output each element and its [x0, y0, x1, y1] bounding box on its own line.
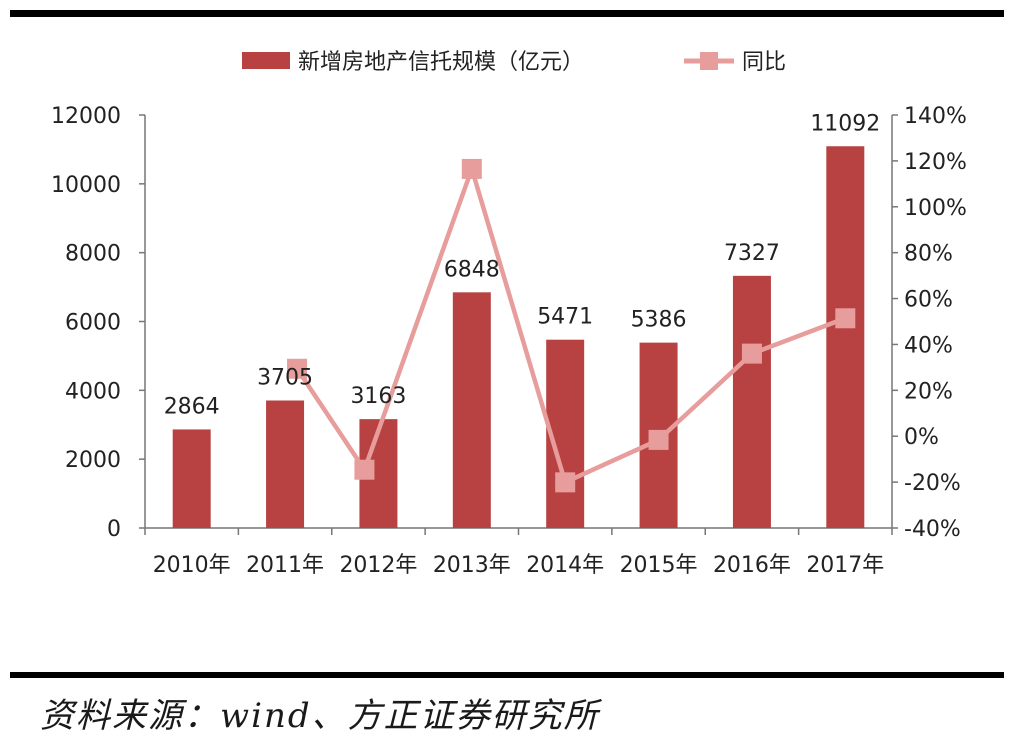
right-axis-tick-label: 100% — [904, 196, 967, 221]
bar-data-label: 5386 — [631, 308, 687, 333]
right-axis-tick-label: 80% — [904, 242, 953, 267]
left-axis-tick-label: 10000 — [51, 173, 121, 198]
x-axis-tick-label: 2012年 — [339, 553, 417, 578]
legend-label-line: 同比 — [742, 50, 786, 75]
line-marker — [354, 459, 375, 480]
right-axis-tick-label: -40% — [904, 517, 961, 542]
bar-line-chart: 新增房地产信托规模（亿元） 同比 0 2000 4000 6000 8000 10000 1… — [51, 50, 967, 578]
bar-data-label: 2864 — [164, 394, 220, 419]
chart-axes: 0 2000 4000 6000 8000 10000 12000 -40% -20% 0% 20%… — [51, 104, 967, 578]
bar — [266, 400, 305, 528]
x-axis-tick-label: 2011年 — [246, 553, 324, 578]
bar-data-label: 6848 — [444, 257, 500, 282]
legend-swatch-marker — [700, 52, 718, 70]
x-axis-tick-label: 2015年 — [620, 553, 698, 578]
line-marker — [648, 429, 669, 450]
left-axis-tick-label: 6000 — [65, 311, 121, 336]
line-marker — [741, 343, 762, 364]
x-axis-tick-label: 2014年 — [526, 553, 604, 578]
x-axis-tick-label: 2010年 — [153, 553, 231, 578]
right-axis-tick-label: 60% — [904, 288, 953, 313]
right-axis-tick-label: 40% — [904, 333, 953, 358]
bottom-rule — [10, 672, 1004, 678]
bar-data-label: 11092 — [810, 111, 880, 136]
right-axis-tick-label: -20% — [904, 471, 961, 496]
data-labels: 2864 3705 3163 6848 5471 5386 7327 11092 — [164, 111, 881, 419]
legend-swatch-bar — [242, 52, 290, 69]
top-rule — [10, 10, 1004, 17]
line-marker — [287, 358, 308, 379]
bar-series — [172, 146, 865, 528]
bar — [826, 146, 865, 528]
bar-data-label: 5471 — [537, 305, 593, 330]
right-axis-tick-label: 20% — [904, 379, 953, 404]
right-axis-tick-label: 140% — [904, 104, 967, 129]
right-axis-tick-label: 120% — [904, 150, 967, 175]
left-axis-tick-label: 2000 — [65, 448, 121, 473]
x-axis-tick-label: 2017年 — [806, 553, 884, 578]
left-axis-tick-label: 8000 — [65, 242, 121, 267]
line-marker — [835, 308, 856, 329]
left-axis-tick-label: 4000 — [65, 379, 121, 404]
x-axis-tick-label: 2013年 — [433, 553, 511, 578]
line-marker — [555, 472, 576, 493]
x-axis-tick-label: 2016年 — [713, 553, 791, 578]
bar — [452, 292, 491, 528]
bar — [732, 275, 771, 528]
bar-data-label: 3705 — [257, 365, 313, 390]
left-axis-tick-label: 12000 — [51, 104, 121, 129]
bar-data-label: 3163 — [350, 384, 406, 409]
legend-label-bar: 新增房地产信托规模（亿元） — [298, 50, 584, 75]
line-marker — [461, 158, 482, 179]
line-series — [287, 158, 856, 493]
source-note: 资料来源：wind、方正证券研究所 — [40, 696, 600, 736]
chart-legend: 新增房地产信托规模（亿元） 同比 — [242, 50, 786, 75]
bar — [172, 429, 211, 528]
bar-data-label: 7327 — [724, 241, 780, 266]
left-axis-tick-label: 0 — [107, 517, 121, 542]
right-axis-tick-label: 0% — [904, 425, 939, 450]
